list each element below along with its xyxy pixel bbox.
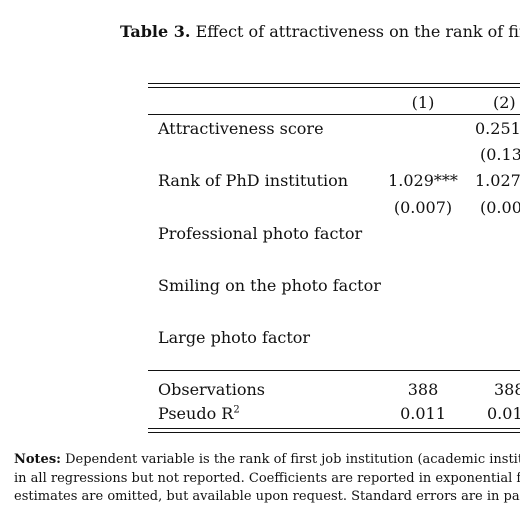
stats-rule <box>148 370 520 371</box>
table-title: Effect of attractiveness on the rank of … <box>195 22 520 41</box>
row-label-attractiveness: Attractiveness score <box>158 119 324 138</box>
notes-text-1: Dependent variable is the rank of first … <box>65 452 520 467</box>
row-label-large-photo: Large photo factor <box>158 328 311 347</box>
cell-attractiveness-se-c2: (0.13 <box>480 145 520 164</box>
notes-line-2: in all regressions but not reported. Coe… <box>14 470 520 486</box>
cell-pseudo-r2-c1: 0.011 <box>400 404 446 423</box>
table-number: Table 3. <box>120 22 191 41</box>
bottom-rule-second <box>148 432 520 433</box>
column-header-2: (2) <box>493 93 516 112</box>
row-label-phd-rank: Rank of PhD institution <box>158 171 349 190</box>
cell-attractiveness-c2: 0.251* <box>475 119 520 138</box>
cell-observations-c2: 388 <box>494 380 520 399</box>
header-rule <box>148 114 520 115</box>
top-rule <box>148 83 520 84</box>
notes-label: Notes: <box>14 452 61 467</box>
table-caption: Table 3. Effect of attractiveness on the… <box>120 22 520 41</box>
cell-phd-rank-se-c1: (0.007) <box>393 198 453 217</box>
row-label-observations: Observations <box>158 380 265 399</box>
column-header-1: (1) <box>411 93 435 112</box>
notes-line-1: Notes: Dependent variable is the rank of… <box>14 451 520 470</box>
pseudo-r2-superscript: 2 <box>233 404 240 416</box>
row-label-smiling: Smiling on the photo factor <box>158 276 381 295</box>
cell-observations-c1: 388 <box>407 380 439 399</box>
row-label-pseudo-r2: Pseudo R2 <box>158 404 240 423</box>
bottom-rule <box>148 428 520 429</box>
table-notes: Notes: Dependent variable is the rank of… <box>14 451 520 507</box>
notes-line-3: estimates are omitted, but available upo… <box>14 489 520 504</box>
top-rule-second <box>148 87 520 88</box>
cell-phd-rank-c1: 1.029*** <box>388 171 458 190</box>
cell-phd-rank-c2: 1.027* <box>475 171 520 190</box>
pseudo-r2-text: Pseudo R <box>158 404 234 423</box>
row-label-professional-photo: Professional photo factor <box>158 224 363 243</box>
cell-phd-rank-se-c2: (0.00 <box>480 198 520 217</box>
cell-pseudo-r2-c2: 0.01 <box>487 404 520 423</box>
